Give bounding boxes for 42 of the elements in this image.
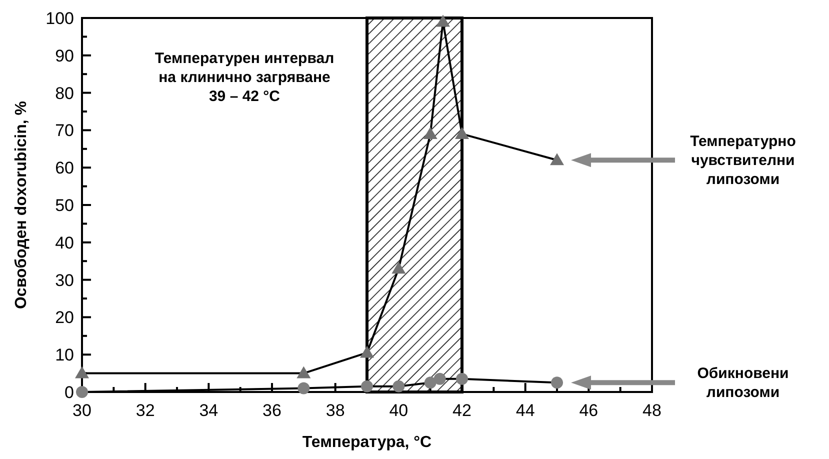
- point: [550, 153, 564, 166]
- x-tick-label: 46: [579, 401, 598, 420]
- x-tick-label: 48: [642, 401, 662, 420]
- point: [296, 366, 311, 378]
- point: [361, 380, 373, 392]
- point: [75, 366, 89, 378]
- y-tick-label: 30: [55, 270, 74, 290]
- text: Температурно чувствителни липозоми: [690, 133, 796, 188]
- x-tick-label: 32: [136, 401, 155, 420]
- point: [392, 380, 405, 392]
- y-tick-label: 10: [55, 346, 74, 365]
- x-tick-label: 40: [389, 401, 408, 420]
- point: [76, 386, 88, 398]
- point: [455, 126, 469, 139]
- point: [298, 382, 310, 394]
- x-tick-label: 30: [72, 401, 92, 420]
- point: [434, 372, 446, 385]
- y-tick-label: 50: [55, 196, 74, 215]
- y-tick-label: 40: [55, 233, 74, 252]
- y-tick-label: 80: [55, 84, 74, 103]
- x-tick-label: 34: [199, 401, 218, 420]
- y-tick-label: 20: [55, 308, 74, 328]
- point: [392, 262, 406, 274]
- point: [360, 346, 374, 358]
- x-axis-title: Температура, °C: [302, 434, 432, 451]
- point: [456, 372, 468, 385]
- x-tick-label: 36: [262, 401, 282, 420]
- y-tick-label: 70: [55, 121, 74, 140]
- point: [423, 126, 438, 139]
- y-tick-label: 60: [55, 158, 74, 178]
- x-tick-label: 38: [326, 401, 345, 420]
- y-tick-label: 100: [46, 9, 74, 28]
- y-tick-label: 0: [64, 383, 74, 402]
- y-tick-label: 90: [55, 46, 74, 66]
- point: [436, 14, 450, 27]
- point: [551, 376, 563, 389]
- band-label: Температурен интервал на клинично загряване 39 – 42 °C: [154, 50, 334, 105]
- point: [424, 376, 436, 389]
- x-tick-label: 44: [516, 401, 535, 420]
- x-tick-label: 42: [452, 401, 472, 420]
- text: Обикновени липозоми: [697, 365, 789, 402]
- y-axis-title: Освободен doxorubicin, %: [13, 100, 30, 310]
